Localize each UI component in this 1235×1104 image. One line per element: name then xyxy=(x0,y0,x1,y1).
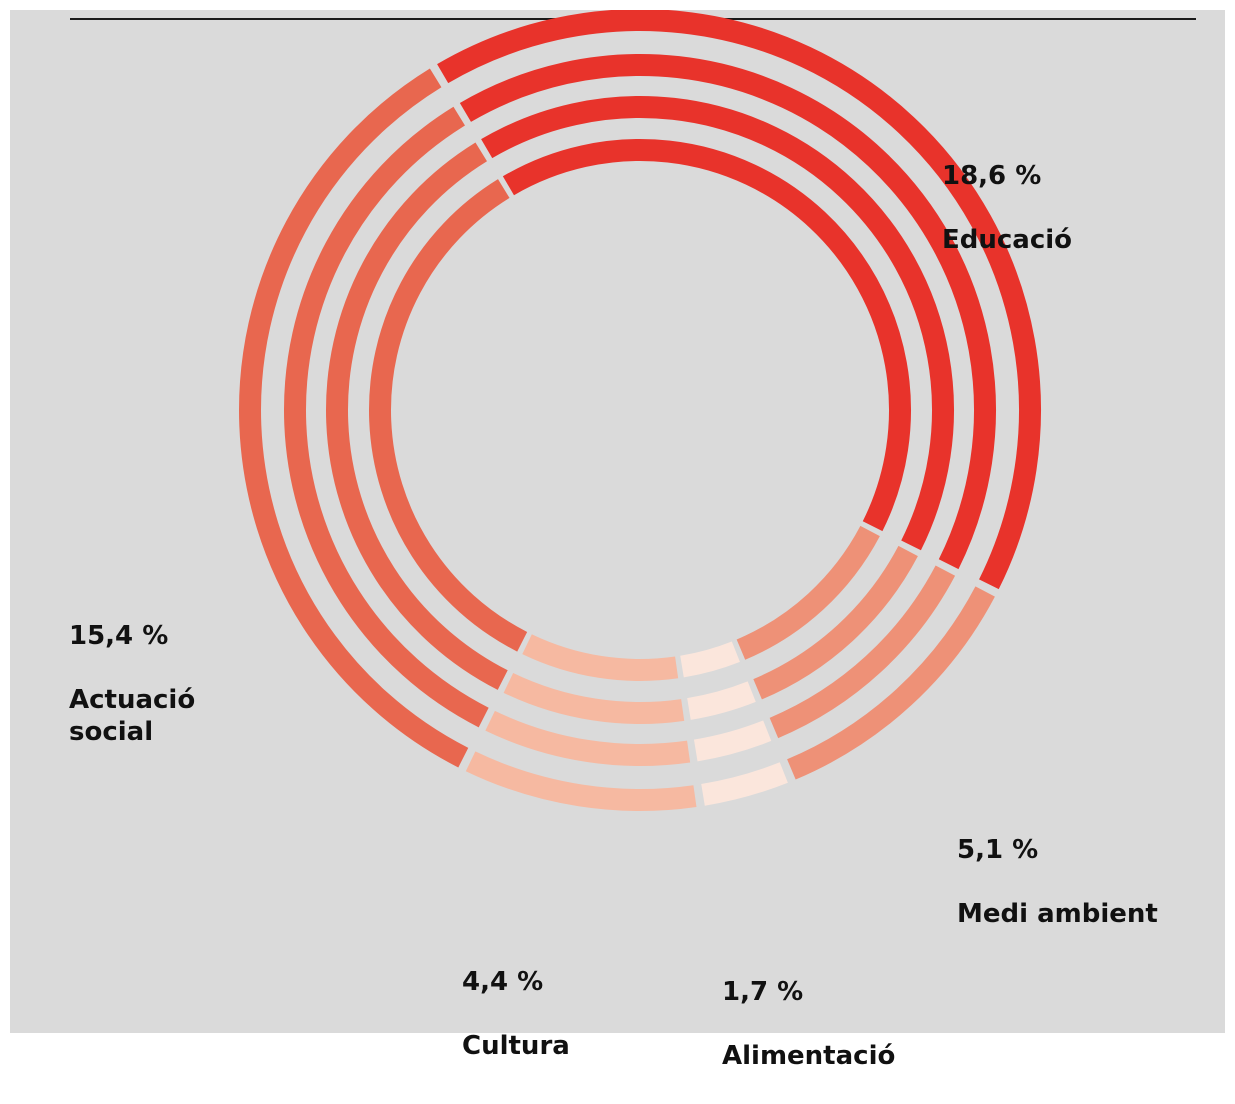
concentric-ring-chart xyxy=(239,10,1041,811)
ring-1-segment-educacio xyxy=(437,10,1041,590)
chart-panel: 18,6 % Educació 15,4 % Actuació social 5… xyxy=(10,10,1225,1071)
category-label-actuacio-social: Actuació social xyxy=(69,685,196,747)
value-label-educacio: 18,6 % xyxy=(942,161,1042,191)
value-label-alimentacio: 1,7 % xyxy=(722,977,804,1007)
ring-3-segment-medi-ambient xyxy=(753,545,918,700)
category-label-cultura: Cultura xyxy=(462,1031,570,1061)
ring-3-segment-alimentacio xyxy=(687,681,756,720)
value-label-cultura: 4,4 % xyxy=(462,967,544,997)
ring-4-segment-cultura xyxy=(522,634,679,681)
value-label-medi-ambient: 5,1 % xyxy=(957,835,1039,865)
category-label-medi-ambient: Medi ambient xyxy=(957,899,1158,929)
ring-1-segment-medi-ambient xyxy=(787,586,995,780)
ring-4-segment-educacio xyxy=(502,139,911,532)
ring-2-segment-educacio xyxy=(459,54,996,570)
ring-3-segment-actuacio-social xyxy=(326,142,508,690)
ring-3-segment-cultura xyxy=(503,672,685,724)
ring-3-segment-educacio xyxy=(481,96,954,551)
ring-2-segment-actuacio-social xyxy=(283,106,489,728)
ring-4-segment-medi-ambient xyxy=(736,525,880,660)
ring-4-segment-actuacio-social xyxy=(369,179,528,652)
category-label-educacio: Educació xyxy=(942,225,1073,255)
value-label-actuacio-social: 15,4 % xyxy=(69,621,169,651)
ring-1-segment-cultura xyxy=(465,751,697,811)
ring-1-segment-alimentacio xyxy=(701,762,788,806)
ring-1-segment-actuacio-social xyxy=(239,68,469,768)
label-medi-ambient: 5,1 % Medi ambient xyxy=(957,802,1158,962)
category-label-alimentacio: Alimentació xyxy=(722,1041,896,1071)
ring-2-segment-medi-ambient xyxy=(769,565,956,739)
label-cultura: 4,4 % Cultura xyxy=(462,934,570,1094)
label-educacio: 18,6 % Educació xyxy=(942,128,1072,288)
ring-2-segment-cultura xyxy=(485,710,691,766)
label-alimentacio: 1,7 % Alimentació xyxy=(722,944,895,1104)
ring-4-segment-alimentacio xyxy=(680,641,740,678)
ring-2-segment-alimentacio xyxy=(693,720,772,762)
label-actuacio-social: 15,4 % Actuació social xyxy=(69,588,195,780)
